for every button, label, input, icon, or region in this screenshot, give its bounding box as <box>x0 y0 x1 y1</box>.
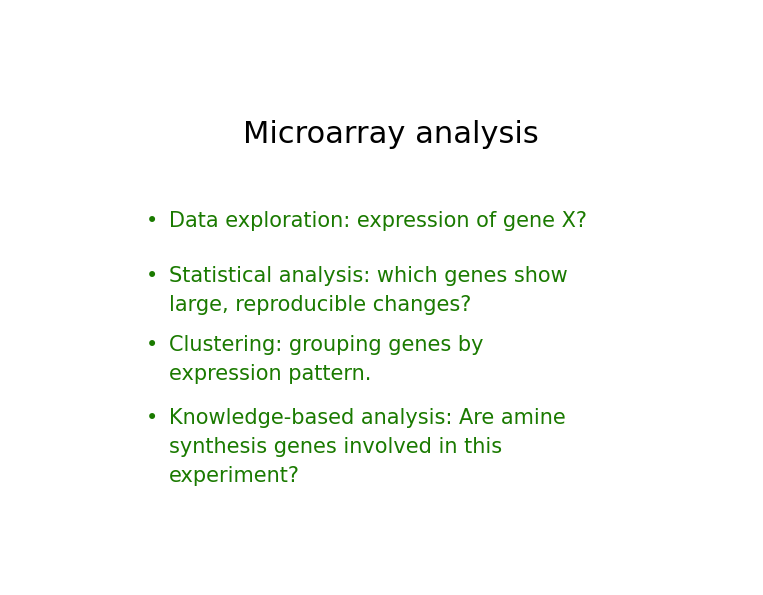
Text: Data exploration: expression of gene X?: Data exploration: expression of gene X? <box>169 211 588 231</box>
Text: Clustering: grouping genes by: Clustering: grouping genes by <box>169 335 484 355</box>
Text: •: • <box>146 335 158 355</box>
Text: expression pattern.: expression pattern. <box>169 364 372 384</box>
Text: •: • <box>146 211 158 231</box>
Text: experiment?: experiment? <box>169 466 301 486</box>
Text: synthesis genes involved in this: synthesis genes involved in this <box>169 437 502 457</box>
Text: Statistical analysis: which genes show: Statistical analysis: which genes show <box>169 266 568 286</box>
Text: •: • <box>146 266 158 286</box>
Text: Knowledge-based analysis: Are amine: Knowledge-based analysis: Are amine <box>169 408 566 428</box>
Text: Microarray analysis: Microarray analysis <box>243 120 539 149</box>
Text: •: • <box>146 408 158 428</box>
Text: large, reproducible changes?: large, reproducible changes? <box>169 295 472 315</box>
